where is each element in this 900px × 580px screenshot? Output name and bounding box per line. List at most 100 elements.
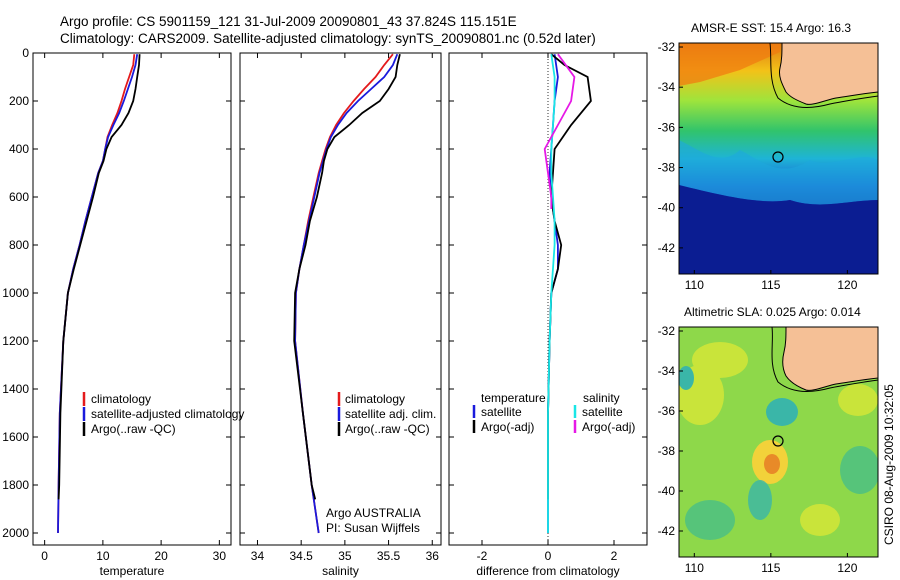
map-y-tick-label: -34: [658, 364, 676, 378]
sst-depth-contour: [769, 43, 878, 108]
temperature-legend: climatology satellite-adjusted climatolo…: [82, 392, 244, 436]
legend-label-climatology: climatology: [91, 392, 151, 406]
series-line-satellite-adjusted-climatology: [57, 54, 139, 534]
map-x-tick-label: 120: [837, 561, 857, 575]
map-x-tick-label: 110: [685, 561, 704, 575]
map-y-tick-label: -38: [658, 161, 676, 175]
sst-front: [679, 140, 878, 205]
sst-map: [679, 43, 878, 274]
legend-label-satellite-adjusted: satellite-adjusted climatology: [91, 407, 244, 421]
sst-map-title: AMSR-E SST: 15.4 Argo: 16.3: [691, 21, 851, 35]
sla-blob: [679, 366, 694, 390]
figure-subtitle: Climatology: CARS2009. Satellite-adjuste…: [60, 31, 596, 46]
x-tick-label: 35: [338, 549, 352, 563]
argo-program-label: Argo AUSTRALIA: [326, 506, 421, 520]
temperature-panel: 0 10 20 30 temperature 0 200 400 600 800 1000 1200 1…: [2, 46, 232, 578]
sla-map: [679, 327, 878, 557]
legend-heading-salinity: salinity: [583, 391, 620, 405]
map-y-tick-label: -38: [658, 444, 676, 458]
sla-map-title: Altimetric SLA: 0.025 Argo: 0.014: [684, 305, 861, 319]
legend-heading-temperature: temperature: [481, 391, 546, 405]
sst-warm-patch: [679, 43, 780, 86]
series-line-satellite-adj-clim-: [294, 53, 399, 534]
map-x-tick-label: 120: [837, 278, 857, 292]
legend-label-sal-satellite: satellite: [582, 405, 623, 419]
plot-frame: [239, 52, 442, 546]
legend-label-temp-satellite: satellite: [481, 405, 522, 419]
legend-label-temp-argo: Argo(-adj): [481, 420, 534, 434]
x-axis-label: salinity: [322, 564, 359, 578]
map-y-tick-label: -42: [658, 524, 676, 538]
sla-map-frame: [678, 326, 879, 558]
map-y-tick-label: -34: [658, 80, 676, 94]
sla-blob: [800, 504, 840, 536]
legend-label-argo: Argo(..raw -QC): [91, 422, 176, 436]
sla-blob: [766, 398, 798, 426]
sla-blob: [685, 500, 735, 540]
x-tick-label: 36: [426, 549, 440, 563]
x-tick-label: 34: [251, 549, 265, 563]
x-tick-label: 35.5: [377, 549, 401, 563]
x-tick-label: 30: [213, 549, 227, 563]
y-tick-label: 1600: [2, 430, 29, 444]
map-x-tick-label: 110: [685, 278, 704, 292]
series-line-salinity-argo-adj-: [543, 53, 576, 209]
x-tick-label: 0: [545, 549, 552, 563]
map-y-tick-label: -42: [658, 241, 676, 255]
sla-blob: [838, 384, 878, 416]
y-tick-label: 0: [22, 46, 29, 60]
map-y-tick-label: -32: [658, 40, 676, 54]
y-tick-label: 800: [9, 238, 29, 252]
x-tick-label: -2: [477, 549, 488, 563]
y-tick-label: 1800: [2, 478, 29, 492]
map-x-tick-label: 115: [761, 278, 780, 292]
map-y-tick-label: -40: [658, 484, 676, 498]
y-tick-label: 1200: [2, 334, 29, 348]
map-y-tick-label: -40: [658, 201, 676, 215]
y-tick-label: 1000: [2, 286, 29, 300]
sla-blob: [748, 480, 772, 520]
series-line-climatology: [294, 53, 394, 534]
y-tick-label: 1400: [2, 382, 29, 396]
x-tick-label: 10: [96, 549, 110, 563]
legend-label-satellite-adj: satellite adj. clim.: [345, 407, 436, 421]
map-y-tick-label: -36: [658, 404, 676, 418]
figure-title: Argo profile: CS 5901159_121 31-Jul-2009…: [60, 14, 517, 29]
sst-deep-cold: [679, 185, 878, 274]
legend-label-climatology: climatology: [345, 392, 405, 406]
y-tick-label: 600: [9, 190, 29, 204]
australia-land: [782, 327, 878, 391]
map-y-tick-label: -32: [658, 324, 676, 338]
series-line-climatology: [57, 54, 136, 534]
y-tick-label: 200: [9, 94, 29, 108]
y-tick-label: 400: [9, 142, 29, 156]
plot-frame: [32, 52, 232, 546]
map-x-tick-label: 115: [761, 561, 780, 575]
x-axis-label: temperature: [100, 564, 165, 578]
x-tick-label: 34.5: [289, 549, 313, 563]
sst-map-frame: [678, 42, 879, 275]
x-tick-label: 0: [41, 549, 48, 563]
argo-float-marker: [772, 435, 784, 447]
principal-investigator-label: PI: Susan Wijffels: [326, 521, 420, 535]
salinity-panel: 34 34.5 35 35.5 36 salinity: [239, 52, 442, 578]
timestamp-stamp: CSIRO 08-Aug-2009 10:32:05: [882, 384, 896, 545]
sla-depth-contour: [771, 327, 878, 392]
sla-map-axes: 110 115 120 -32 -34 -36 -38 -40 -42: [658, 324, 858, 575]
x-axis-label: difference from climatology: [476, 564, 619, 578]
sla-blob: [764, 454, 780, 474]
series-line-argo-raw-qc-: [57, 54, 141, 500]
x-tick-label: 20: [154, 549, 168, 563]
series-line-argo-raw-qc-: [293, 53, 401, 500]
sst-map-axes: 110 115 120 -32 -34 -36 -38 -40 -42: [658, 40, 858, 292]
map-y-tick-label: -36: [658, 120, 676, 134]
legend-label-sal-argo: Argo(-adj): [582, 420, 635, 434]
series-line-salinity-satellite: [547, 54, 556, 533]
y-tick-label: 2000: [2, 526, 29, 540]
sla-blob: [840, 446, 878, 494]
argo-float-marker: [772, 151, 784, 163]
x-tick-label: 2: [611, 549, 618, 563]
legend-label-argo: Argo(..raw -QC): [345, 422, 430, 436]
